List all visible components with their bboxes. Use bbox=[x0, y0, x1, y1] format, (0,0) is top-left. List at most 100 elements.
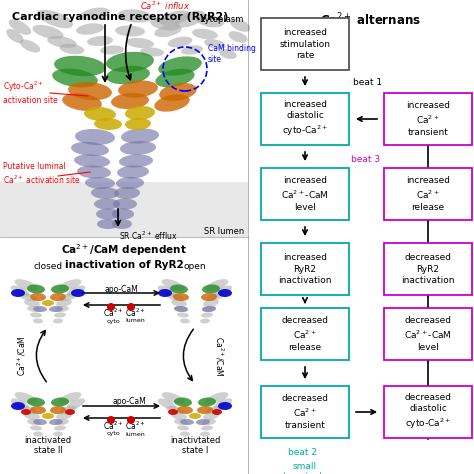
Ellipse shape bbox=[154, 25, 182, 37]
Ellipse shape bbox=[77, 165, 111, 179]
Text: inactivated
state II: inactivated state II bbox=[25, 436, 72, 456]
Ellipse shape bbox=[51, 284, 69, 293]
Text: decreased
diastolic
cyto-Ca$^{2+}$: decreased diastolic cyto-Ca$^{2+}$ bbox=[404, 393, 452, 431]
Ellipse shape bbox=[55, 306, 69, 312]
Text: decreased
Ca$^{2+}$
release: decreased Ca$^{2+}$ release bbox=[282, 316, 328, 352]
Ellipse shape bbox=[33, 319, 43, 324]
Ellipse shape bbox=[68, 82, 112, 100]
Circle shape bbox=[107, 416, 115, 424]
Text: apo-CaM: apo-CaM bbox=[112, 398, 146, 407]
Ellipse shape bbox=[30, 293, 46, 301]
Text: closed: closed bbox=[34, 262, 63, 271]
Ellipse shape bbox=[67, 285, 85, 297]
Text: SR lumen: SR lumen bbox=[204, 227, 244, 236]
Text: Putative luminal
Ca$^{2+}$ activation site: Putative luminal Ca$^{2+}$ activation si… bbox=[3, 162, 81, 186]
Ellipse shape bbox=[171, 412, 187, 419]
Ellipse shape bbox=[75, 129, 115, 145]
Ellipse shape bbox=[15, 279, 37, 291]
Ellipse shape bbox=[158, 56, 202, 76]
Ellipse shape bbox=[67, 399, 85, 410]
Ellipse shape bbox=[53, 431, 63, 437]
Ellipse shape bbox=[118, 9, 153, 23]
Ellipse shape bbox=[32, 25, 64, 39]
Ellipse shape bbox=[206, 406, 224, 414]
Ellipse shape bbox=[27, 284, 45, 293]
Ellipse shape bbox=[9, 19, 31, 35]
Ellipse shape bbox=[218, 289, 232, 297]
Ellipse shape bbox=[170, 284, 188, 293]
Ellipse shape bbox=[206, 392, 228, 404]
Ellipse shape bbox=[162, 392, 184, 404]
Circle shape bbox=[127, 416, 135, 424]
FancyBboxPatch shape bbox=[384, 168, 472, 220]
Circle shape bbox=[107, 303, 115, 311]
Text: cytoplasm: cytoplasm bbox=[201, 15, 244, 24]
Text: increased
Ca$^{2+}$
transient: increased Ca$^{2+}$ transient bbox=[406, 101, 450, 137]
Ellipse shape bbox=[11, 289, 25, 297]
FancyBboxPatch shape bbox=[261, 308, 349, 360]
Ellipse shape bbox=[49, 306, 63, 312]
Ellipse shape bbox=[33, 419, 47, 425]
Ellipse shape bbox=[177, 426, 189, 430]
Ellipse shape bbox=[171, 299, 187, 307]
Ellipse shape bbox=[106, 66, 150, 84]
Ellipse shape bbox=[55, 419, 69, 425]
FancyBboxPatch shape bbox=[261, 243, 349, 295]
Text: SR Ca$^{2+}$ efflux: SR Ca$^{2+}$ efflux bbox=[118, 230, 177, 242]
Ellipse shape bbox=[150, 18, 180, 30]
Ellipse shape bbox=[112, 209, 134, 219]
Text: decreased
Ca$^{2+}$-CaM
level: decreased Ca$^{2+}$-CaM level bbox=[404, 316, 452, 352]
Ellipse shape bbox=[53, 319, 63, 324]
Ellipse shape bbox=[214, 399, 232, 410]
Ellipse shape bbox=[204, 39, 226, 49]
FancyBboxPatch shape bbox=[261, 168, 349, 220]
Text: Ca$^{2+}$ influx: Ca$^{2+}$ influx bbox=[140, 0, 190, 12]
Ellipse shape bbox=[180, 319, 190, 324]
Ellipse shape bbox=[168, 409, 178, 415]
Ellipse shape bbox=[117, 165, 149, 179]
Ellipse shape bbox=[219, 49, 237, 59]
Ellipse shape bbox=[87, 36, 113, 46]
Text: lumen: lumen bbox=[125, 431, 145, 437]
Ellipse shape bbox=[180, 419, 194, 425]
Ellipse shape bbox=[30, 426, 42, 430]
Text: Ca$^{2+}$/CaM: Ca$^{2+}$/CaM bbox=[16, 336, 28, 376]
Text: increased
diastolic
cyto-Ca$^{2+}$: increased diastolic cyto-Ca$^{2+}$ bbox=[282, 100, 328, 138]
Ellipse shape bbox=[214, 285, 232, 297]
Ellipse shape bbox=[202, 419, 216, 425]
Bar bbox=[0, 182, 248, 237]
Ellipse shape bbox=[197, 406, 213, 414]
Ellipse shape bbox=[202, 306, 216, 312]
Ellipse shape bbox=[27, 419, 41, 425]
Text: Ca$^{2+}$: Ca$^{2+}$ bbox=[103, 307, 123, 319]
Ellipse shape bbox=[196, 419, 210, 425]
Ellipse shape bbox=[24, 299, 40, 307]
Ellipse shape bbox=[15, 392, 37, 404]
Ellipse shape bbox=[54, 312, 66, 318]
Ellipse shape bbox=[50, 293, 66, 301]
Ellipse shape bbox=[202, 306, 216, 312]
Text: Ca$^{2+}$: Ca$^{2+}$ bbox=[103, 420, 123, 432]
Text: increased
Ca$^{2+}$
release: increased Ca$^{2+}$ release bbox=[406, 176, 450, 212]
Ellipse shape bbox=[114, 187, 140, 199]
Ellipse shape bbox=[74, 155, 110, 168]
Ellipse shape bbox=[158, 289, 172, 297]
Text: open: open bbox=[184, 262, 206, 271]
Ellipse shape bbox=[158, 285, 176, 297]
Text: apo-CaM: apo-CaM bbox=[104, 284, 138, 293]
Ellipse shape bbox=[91, 187, 119, 199]
Ellipse shape bbox=[125, 118, 151, 130]
Ellipse shape bbox=[192, 29, 218, 39]
Ellipse shape bbox=[51, 398, 69, 407]
Text: cyto: cyto bbox=[106, 319, 120, 323]
Ellipse shape bbox=[30, 406, 46, 414]
Ellipse shape bbox=[27, 306, 41, 312]
Ellipse shape bbox=[54, 426, 66, 430]
Text: cyto: cyto bbox=[106, 431, 120, 437]
Ellipse shape bbox=[60, 44, 84, 54]
Ellipse shape bbox=[159, 10, 191, 26]
Text: increased
RyR2
inactivation: increased RyR2 inactivation bbox=[278, 254, 332, 284]
Ellipse shape bbox=[177, 312, 189, 318]
Ellipse shape bbox=[206, 293, 224, 301]
Ellipse shape bbox=[166, 293, 184, 301]
